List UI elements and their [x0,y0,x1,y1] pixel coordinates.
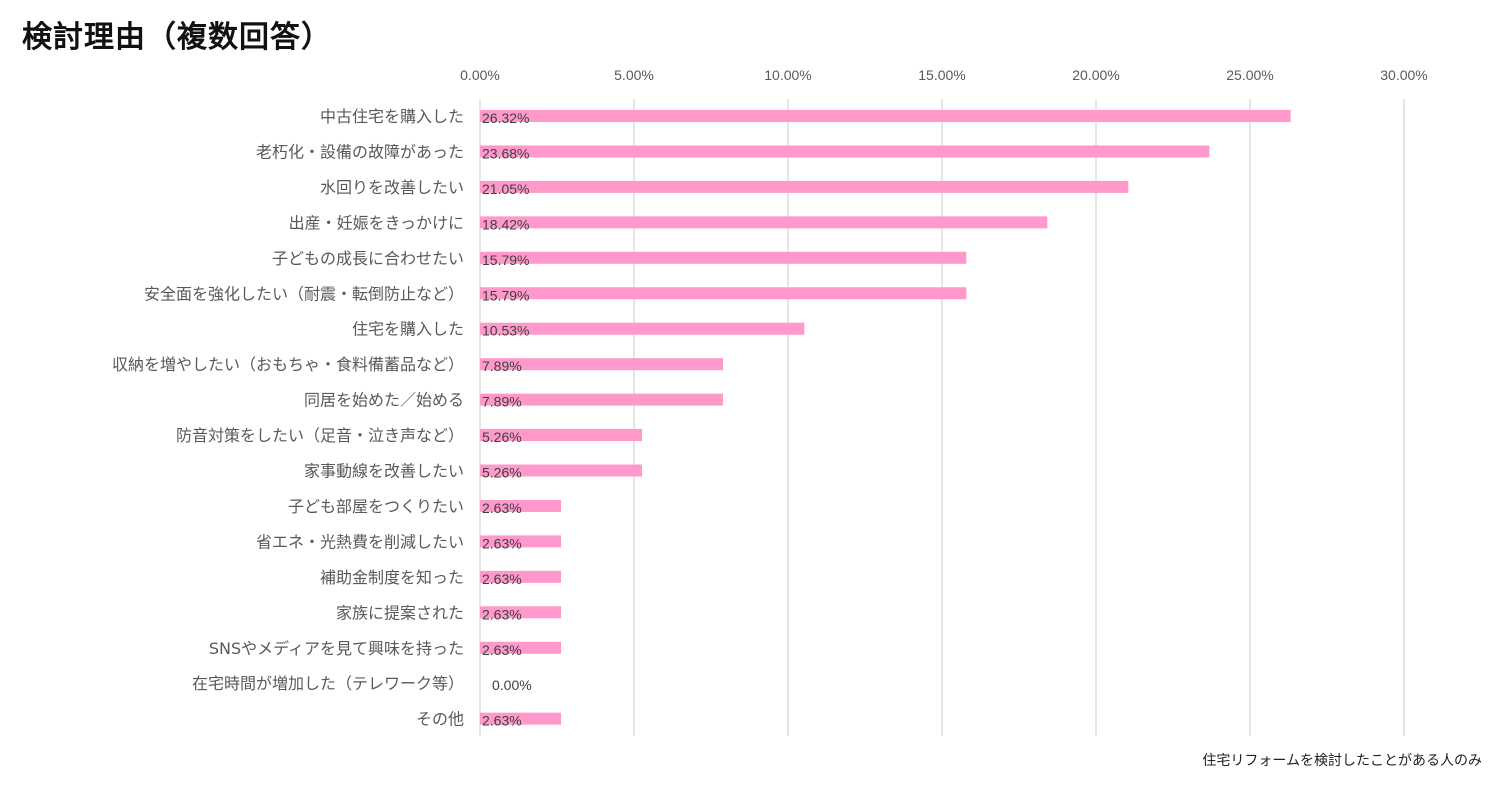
data-label: 5.26% [482,429,522,445]
bar [480,216,1048,229]
data-label: 2.63% [482,713,522,729]
category-label: 住宅を購入した [352,320,464,339]
data-label: 5.26% [482,465,522,481]
gridlines [479,99,1405,736]
x-axis-ticks: 0.00% 5.00% 10.00% 15.00% 20.00% 25.00% 30.00% [460,67,1428,83]
data-label: 23.68% [482,145,529,161]
bar [480,464,643,477]
bar [480,322,805,335]
x-tick-label: 0.00% [460,67,500,83]
category-label: 出産・妊娠をきっかけに [289,213,464,232]
data-label: 15.79% [482,287,529,303]
bar [480,287,967,300]
bar [480,110,1291,122]
category-label: 収納を増やしたい（おもちゃ・食料備蓄品など） [112,355,464,374]
category-label: 省エネ・光熱費を削減したい [256,532,464,551]
category-label: SNSやメディアを見て興味を持った [209,639,464,658]
data-label: 2.63% [482,642,522,658]
bar [480,641,562,654]
bar [480,429,643,442]
data-label: 10.53% [482,323,529,339]
x-tick-label: 5.00% [614,67,654,83]
x-tick-label: 25.00% [1226,67,1273,83]
data-label: 15.79% [482,252,529,268]
category-label: 中古住宅を購入した [320,107,464,126]
bar [480,535,562,548]
bar [480,712,562,725]
bar [480,570,562,583]
category-label: 防音対策をしたい（足音・泣き声など） [176,426,464,445]
x-tick-label: 20.00% [1072,67,1119,83]
category-label: 子どもの成長に合わせたい [272,249,464,268]
bar [480,499,562,512]
category-label: 安全面を強化したい（耐震・転倒防止など） [144,284,464,303]
x-tick-label: 10.00% [764,67,811,83]
data-label: 21.05% [482,181,529,197]
data-label: 26.32% [482,110,529,126]
category-label: 家族に提案された [336,603,464,622]
bar [480,393,724,406]
data-label: 7.89% [482,394,522,410]
chart-title: 検討理由（複数回答） [22,20,332,55]
data-label: 2.63% [482,500,522,516]
bar [480,180,1129,193]
x-tick-label: 15.00% [918,67,965,83]
x-tick-label: 30.00% [1380,67,1427,83]
category-label: その他 [416,710,464,729]
category-label: 家事動線を改善したい [304,462,464,481]
data-label: 2.63% [482,606,522,622]
data-label: 18.42% [482,216,529,232]
category-label: 在宅時間が増加した（テレワーク等） [192,674,464,693]
footnote: 住宅リフォームを検討したことがある人のみ [1202,753,1482,769]
data-label: 0.00% [492,677,532,693]
category-label: 補助金制度を知った [320,568,464,587]
data-label: 7.89% [482,358,522,374]
category-label: 子ども部屋をつくりたい [288,497,464,516]
bars [480,110,1291,725]
category-label: 同居を始めた／始める [304,391,464,410]
category-label: 老朽化・設備の故障があった [256,142,464,161]
bar [480,358,724,371]
data-labels: 26.32% 23.68% 21.05% 18.42% 15.79% 15.79% 10.5… [482,110,532,729]
data-label: 2.63% [482,535,522,551]
bar [480,145,1210,158]
bar [480,251,967,264]
bar [480,606,562,619]
data-label: 2.63% [482,571,522,587]
category-labels: 中古住宅を購入した老朽化・設備の故障があった水回りを改善したい出産・妊娠をきっか… [112,107,464,729]
category-label: 水回りを改善したい [320,178,464,197]
